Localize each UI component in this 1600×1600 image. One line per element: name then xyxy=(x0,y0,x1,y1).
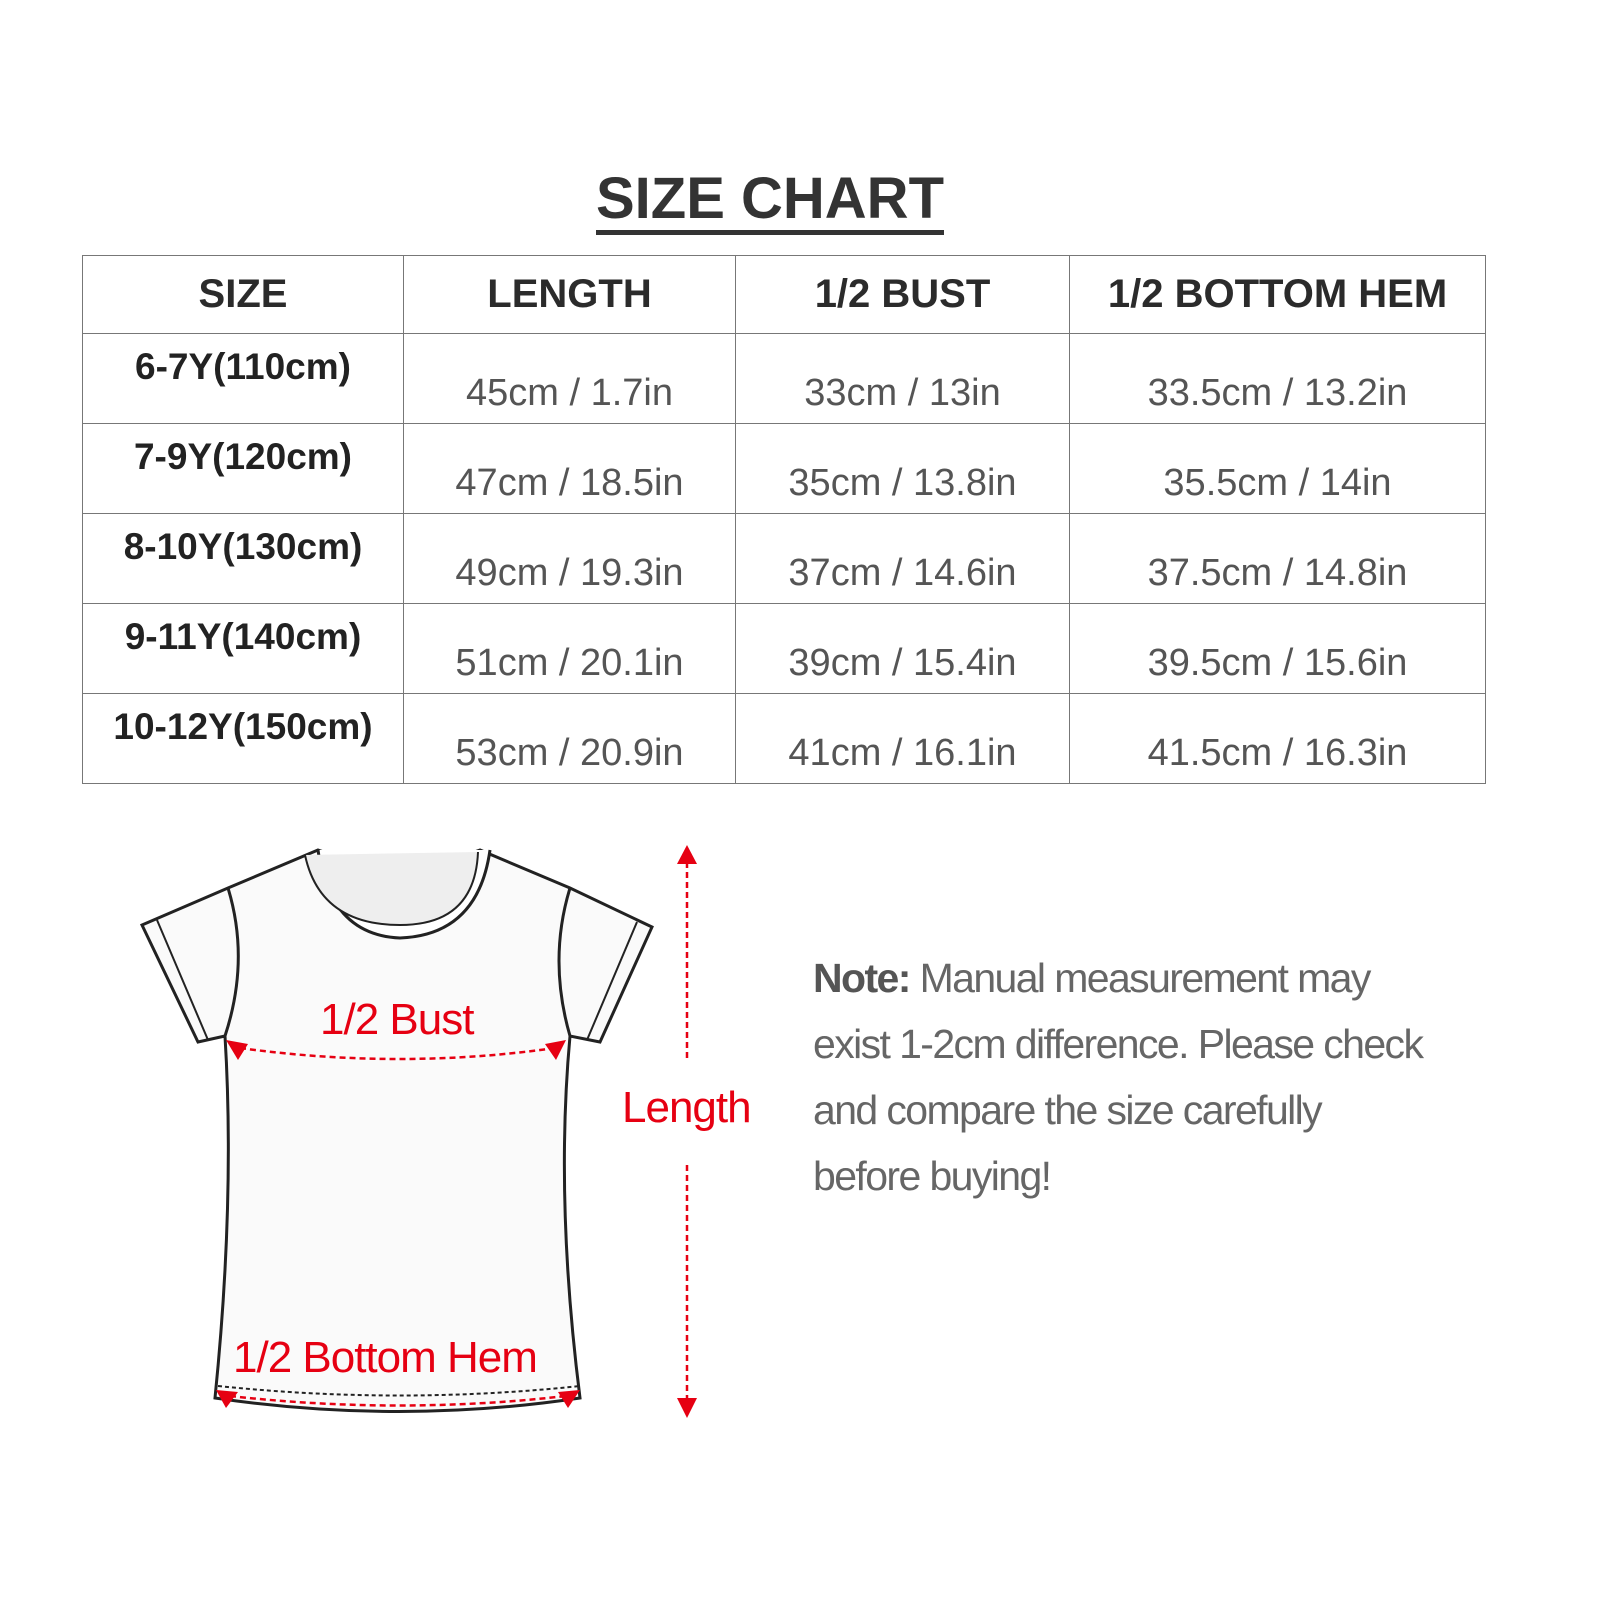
hem-label: 1/2 Bottom Hem xyxy=(233,1333,538,1382)
value-cell: 51cm / 20.1in xyxy=(403,603,736,694)
note: Note: Manual measurement may exist 1-2cm… xyxy=(813,945,1433,1209)
size-cell: 8-10Y(130cm) xyxy=(82,513,404,604)
value-cell: 41cm / 16.1in xyxy=(735,693,1070,784)
value-cell: 53cm / 20.9in xyxy=(403,693,736,784)
value-cell: 39.5cm / 15.6in xyxy=(1069,603,1486,694)
arrow-icon xyxy=(226,1040,248,1060)
value-cell: 49cm / 19.3in xyxy=(403,513,736,604)
tshirt-collar-inner xyxy=(304,851,479,927)
arrow-icon xyxy=(216,1390,238,1408)
size-cell: 9-11Y(140cm) xyxy=(82,603,404,694)
table-row: 9-11Y(140cm) 51cm / 20.1in 39cm / 15.4in 39… xyxy=(82,603,1486,694)
note-prefix: Note: xyxy=(813,955,911,1001)
value-cell: 33cm / 13in xyxy=(735,333,1070,424)
size-table: SIZE LENGTH 1/2 BUST 1/2 BOTTOM HEM 6-7Y… xyxy=(82,255,1486,784)
length-label: Length xyxy=(622,1083,752,1132)
value-cell: 37cm / 14.6in xyxy=(735,513,1070,604)
table-row: 8-10Y(130cm) 49cm / 19.3in 37cm / 14.6in 37… xyxy=(82,513,1486,604)
note-text: Manual measurement may exist 1-2cm diffe… xyxy=(813,955,1424,1199)
header-bust: 1/2 BUST xyxy=(735,255,1070,334)
header-hem: 1/2 BOTTOM HEM xyxy=(1069,255,1486,334)
tshirt-diagram xyxy=(139,845,697,1418)
arrow-down-icon xyxy=(677,1398,697,1418)
value-cell: 33.5cm / 13.2in xyxy=(1069,333,1486,424)
bust-label: 1/2 Bust xyxy=(320,995,474,1044)
table-row: 6-7Y(110cm) 45cm / 1.7in 33cm / 13in 33.5cm… xyxy=(82,333,1486,424)
bust-measure-line xyxy=(239,1046,556,1061)
tshirt-armhole-left xyxy=(223,887,240,1037)
size-cell: 7-9Y(120cm) xyxy=(82,423,404,514)
table-row: 10-12Y(150cm) 53cm / 20.9in 41cm / 16.1in 4… xyxy=(82,693,1486,784)
value-cell: 39cm / 15.4in xyxy=(735,603,1070,694)
value-cell: 35cm / 13.8in xyxy=(735,423,1070,514)
hem-measure-line xyxy=(229,1394,567,1407)
arrow-icon xyxy=(558,1390,580,1408)
arrow-up-icon xyxy=(677,845,697,864)
value-cell: 41.5cm / 16.3in xyxy=(1069,693,1486,784)
tshirt-sleeve-hem-right xyxy=(586,921,638,1041)
table-header-row: SIZE LENGTH 1/2 BUST 1/2 BOTTOM HEM xyxy=(82,255,1486,334)
value-cell: 37.5cm / 14.8in xyxy=(1069,513,1486,604)
size-cell: 6-7Y(110cm) xyxy=(82,333,404,424)
value-cell: 35.5cm / 14in xyxy=(1069,423,1486,514)
header-size: SIZE xyxy=(82,255,404,334)
tshirt-armhole-right xyxy=(557,887,572,1037)
page-title: SIZE CHART xyxy=(0,165,1540,235)
size-cell: 10-12Y(150cm) xyxy=(82,693,404,784)
arrow-icon xyxy=(545,1040,566,1060)
table-row: 7-9Y(120cm) 47cm / 18.5in 35cm / 13.8in 35.… xyxy=(82,423,1486,514)
tshirt-sleeve-hem-left xyxy=(156,919,209,1041)
